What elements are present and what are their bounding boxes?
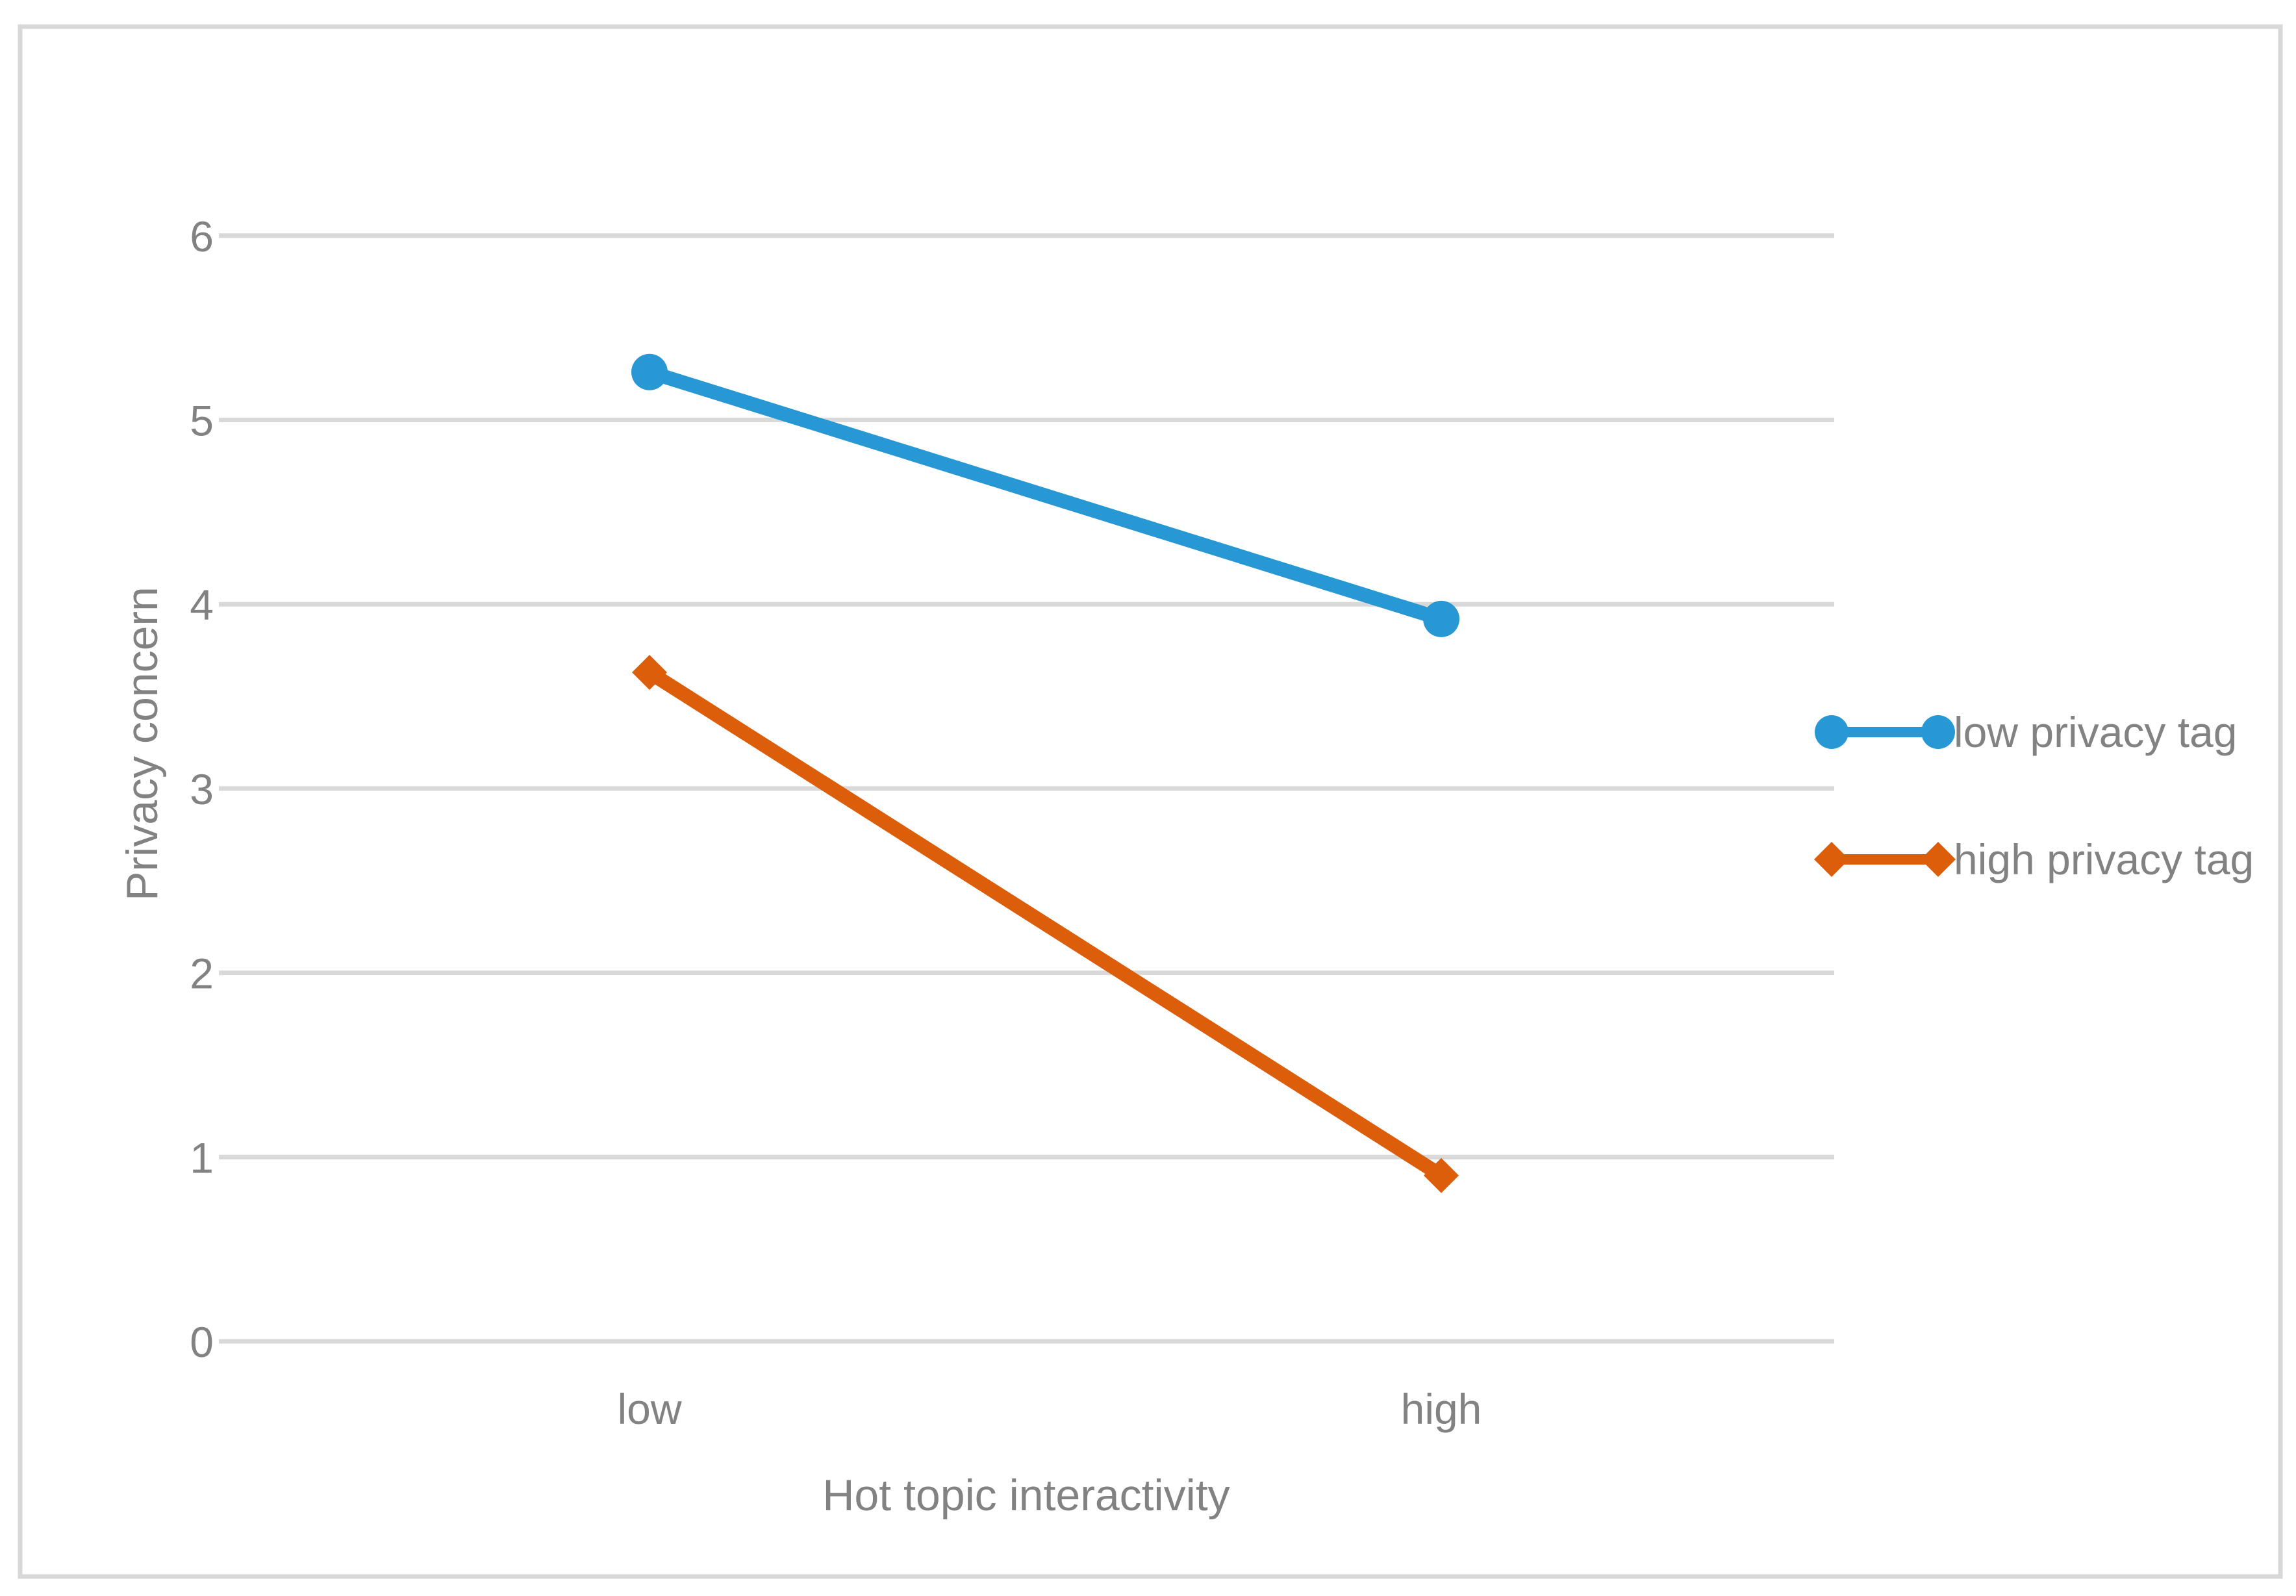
data-point-marker-low-privacy-tag xyxy=(631,353,668,390)
x-category-label-low: low xyxy=(617,1385,681,1433)
y-axis-title: Privacy concern xyxy=(118,587,167,901)
chart-frame-border xyxy=(18,24,2283,1579)
y-tick-label: 2 xyxy=(190,950,214,998)
data-point-marker-high-privacy-tag xyxy=(1424,1158,1459,1193)
legend-swatch-marker-low-privacy-tag xyxy=(1921,715,1955,749)
y-tick-label: 6 xyxy=(190,212,214,260)
y-tick-label: 1 xyxy=(190,1134,214,1182)
legend-group xyxy=(1814,715,1956,877)
gridlines-group xyxy=(219,233,1834,1344)
y-tick-label: 4 xyxy=(190,581,214,629)
y-tick-label: 3 xyxy=(190,765,214,813)
x-category-label-high: high xyxy=(1401,1385,1482,1433)
legend-swatch-marker-high-privacy-tag xyxy=(1814,842,1849,877)
series-group xyxy=(631,353,1459,1193)
legend-label-low-privacy-tag: low privacy tag xyxy=(1954,708,2238,756)
y-tick-label: 0 xyxy=(190,1318,214,1366)
series-line-high-privacy-tag xyxy=(642,665,1448,1183)
y-tick-labels-group: 0 1 2 3 4 5 6 xyxy=(190,212,214,1366)
legend-swatch-marker-low-privacy-tag xyxy=(1815,715,1848,749)
legend-label-high-privacy-tag: high privacy tag xyxy=(1954,835,2254,883)
series-line-low-privacy-tag xyxy=(642,364,1448,626)
legend-swatch-marker-high-privacy-tag xyxy=(1921,842,1956,877)
x-axis-title: Hot topic interactivity xyxy=(822,1471,1230,1520)
data-point-marker-high-privacy-tag xyxy=(632,655,667,690)
data-point-marker-low-privacy-tag xyxy=(1423,600,1459,637)
y-tick-label: 5 xyxy=(190,397,214,445)
